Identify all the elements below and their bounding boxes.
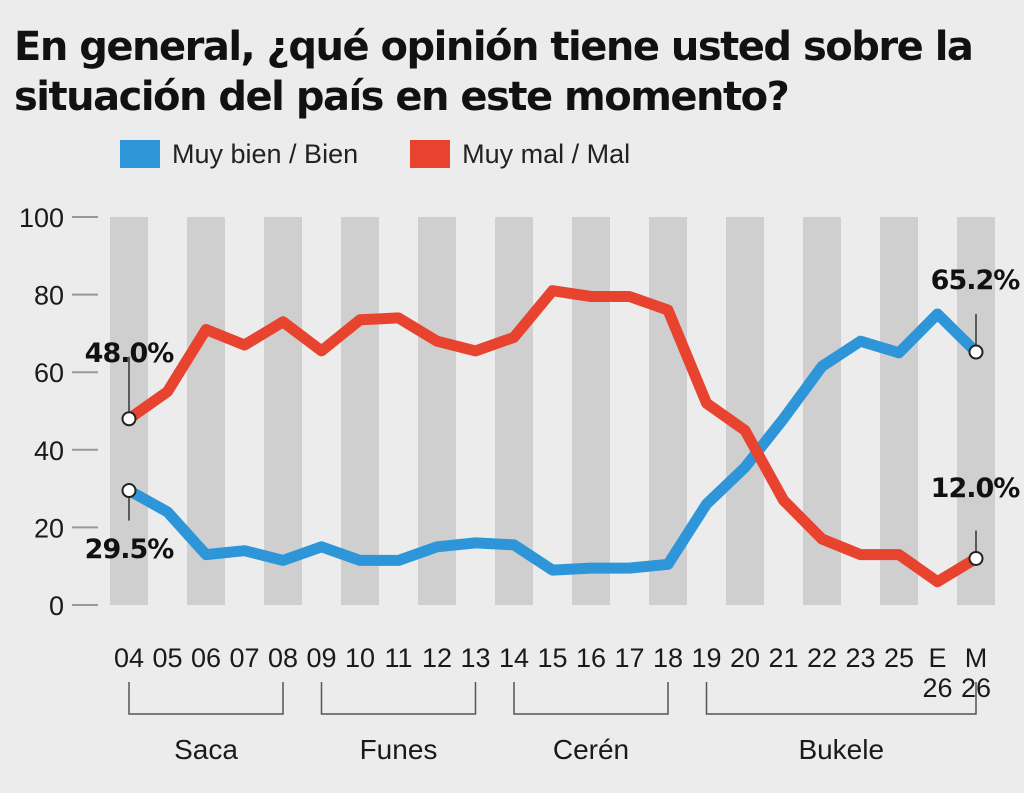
x-tick-label: 10 (345, 643, 375, 673)
x-axis: 04 05 06 07 08 09 10 11 12 13 14 15 16 17 18 19 20 21 22 23… (114, 643, 991, 703)
group-brackets: Saca Funes Cerén Bukele (128, 682, 977, 765)
callout-markers: 48.0% 29.5% 65.2% 12.0% (85, 265, 1021, 566)
legend-label-bien: Muy bien / Bien (172, 138, 359, 169)
grid-band (880, 217, 918, 605)
x-tick-label: 06 (191, 643, 221, 673)
chart-title: En general, ¿qué opinión tiene usted sob… (14, 24, 974, 120)
x-tick-label: 08 (268, 643, 298, 673)
x-tick-label: M (965, 643, 988, 673)
callout-label: 48.0% (85, 338, 175, 369)
series-line-0 (123, 308, 982, 576)
group-bracket (705, 682, 977, 715)
group-label: Bukele (798, 734, 884, 765)
x-tick-label: 09 (306, 643, 336, 673)
grid-band (264, 217, 302, 605)
group-bracket (320, 682, 477, 715)
grid-band (341, 217, 379, 605)
x-tick-label: E (928, 643, 946, 673)
group-label: Saca (174, 734, 238, 765)
callout-label: 65.2% (931, 265, 1021, 296)
y-tick-label: 80 (34, 281, 64, 311)
x-tick-label: 05 (152, 643, 182, 673)
grid-band (726, 217, 764, 605)
group-label: Funes (360, 734, 438, 765)
legend: Muy bien / Bien Muy mal / Mal (120, 136, 682, 172)
y-tick-label: 20 (34, 513, 64, 543)
x-tick-label: 22 (807, 643, 837, 673)
x-tick-label: 26 (922, 673, 952, 703)
y-tick-label: 40 (34, 436, 64, 466)
group-bracket (128, 682, 284, 715)
x-tick-label: 16 (576, 643, 606, 673)
y-tick-label: 0 (49, 591, 64, 621)
x-tick-label: 17 (614, 643, 644, 673)
x-tick-label: 18 (653, 643, 683, 673)
data-point-marker (121, 411, 137, 427)
x-tick-label: 07 (229, 643, 259, 673)
data-point-marker (968, 550, 984, 566)
group-label: Cerén (553, 734, 629, 765)
y-axis: 0 20 40 60 80 100 (19, 203, 98, 621)
data-point-marker (968, 344, 984, 360)
series-line-1 (123, 285, 982, 588)
x-tick-label: 14 (499, 643, 529, 673)
x-tick-label: 21 (768, 643, 798, 673)
x-tick-label: 04 (114, 643, 144, 673)
x-tick-label: 12 (422, 643, 452, 673)
x-tick-label: 25 (884, 643, 914, 673)
x-tick-label: 13 (460, 643, 490, 673)
y-tick-label: 60 (34, 358, 64, 388)
legend-item-mal: Muy mal / Mal (410, 139, 630, 170)
legend-item-bien: Muy bien / Bien (120, 139, 358, 170)
x-tick-label: 20 (730, 643, 760, 673)
legend-swatch-mal (410, 140, 451, 168)
legend-swatch-bien (120, 140, 160, 168)
callout-label: 29.5% (85, 534, 175, 565)
x-tick-label: 19 (691, 643, 721, 673)
grid-band (572, 217, 610, 605)
legend-label-mal: Muy mal / Mal (462, 138, 631, 169)
group-bracket (513, 682, 669, 715)
x-tick-label: 11 (384, 643, 412, 673)
data-point-marker (121, 483, 137, 499)
y-tick-label: 100 (19, 203, 64, 233)
series-lines (123, 285, 982, 588)
x-tick-label: 23 (845, 643, 875, 673)
x-tick-label: 15 (537, 643, 567, 673)
callout-label: 12.0% (931, 473, 1021, 504)
